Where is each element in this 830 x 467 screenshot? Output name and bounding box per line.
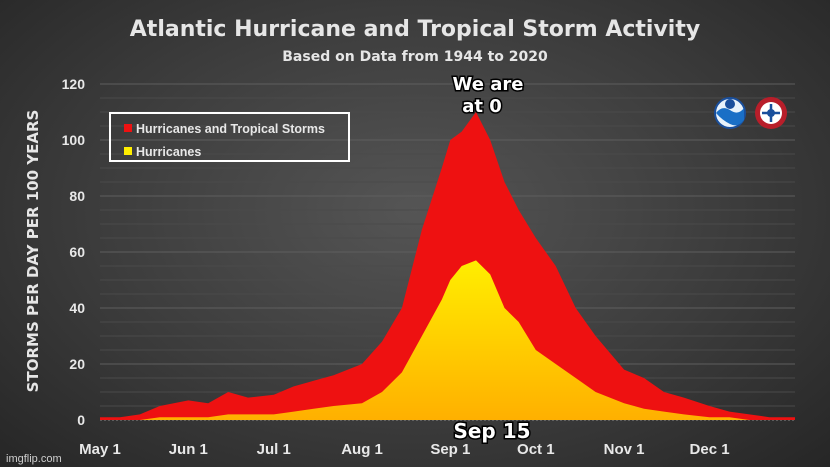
chart-subtitle: Based on Data from 1944 to 2020: [282, 49, 548, 65]
chart-title: Atlantic Hurricane and Tropical Storm Ac…: [130, 17, 700, 42]
meme-top-line-1: We are: [453, 74, 524, 95]
nws-logo: [755, 97, 787, 129]
x-tick-labels: May 1 Jun 1 Jul 1 Aug 1 Sep 1 Oct 1 Nov 1 Dec 1: [79, 441, 729, 458]
y-axis-label: STORMS PER DAY PER 100 YEARS: [24, 110, 42, 393]
x-tick-label: Aug 1: [341, 441, 383, 458]
y-tick-label: 0: [77, 412, 85, 428]
x-tick-label: May 1: [79, 441, 121, 458]
legend-box: [109, 112, 350, 162]
legend: Hurricanes and Tropical Storms Hurricane…: [109, 112, 350, 162]
y-tick-labels: 0 20 40 60 80 100 120: [62, 76, 86, 428]
watermark: imgflip.com: [6, 453, 62, 465]
series-area-hurricanes: [100, 260, 795, 420]
legend-swatch-storms: [124, 124, 132, 132]
x-tick-label: Sep 1: [430, 441, 470, 458]
x-tick-label: Jul 1: [257, 441, 291, 458]
legend-label-storms: Hurricanes and Tropical Storms: [136, 122, 325, 136]
meme-bottom-text: Sep 15: [453, 419, 530, 443]
y-tick-label: 100: [62, 132, 86, 148]
area-series: [100, 112, 795, 420]
y-tick-label: 60: [69, 244, 85, 260]
y-tick-label: 40: [69, 300, 85, 316]
y-tick-label: 80: [69, 188, 85, 204]
series-area-storms: [100, 112, 795, 420]
legend-swatch-hurricanes: [124, 147, 132, 155]
x-tick-label: Dec 1: [690, 441, 730, 458]
meme-top-line-2: at 0: [462, 96, 502, 117]
x-tick-label: Oct 1: [517, 441, 555, 458]
legend-label-hurricanes: Hurricanes: [136, 145, 201, 159]
x-tick-label: Nov 1: [604, 441, 645, 458]
noaa-logo: [714, 97, 746, 129]
y-tick-label: 20: [69, 356, 85, 372]
y-tick-label: 120: [62, 76, 86, 92]
x-tick-label: Jun 1: [169, 441, 208, 458]
